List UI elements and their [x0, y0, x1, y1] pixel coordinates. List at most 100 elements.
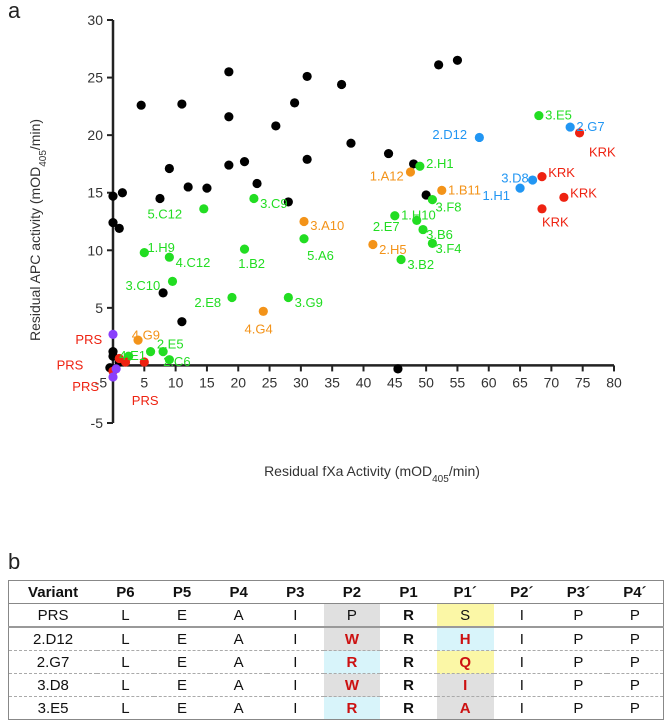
header-p3-prime: P3´ [550, 580, 607, 604]
data-point-blue [527, 175, 538, 185]
point-annotation: 2.E5 [157, 337, 184, 352]
point-annotation: 3.A10 [310, 218, 344, 233]
data-point-green [199, 204, 209, 214]
data-point-unlabeled [108, 191, 118, 201]
data-point-red [574, 128, 585, 138]
data-point-green [415, 161, 425, 171]
y-tick-label: -5 [91, 415, 104, 431]
cell: P [550, 603, 607, 628]
point-annotation: PRS [132, 393, 159, 408]
data-point-blue [565, 122, 575, 132]
data-point-unlabeled [302, 154, 312, 164]
x-tick-label: 35 [324, 374, 340, 390]
data-point-green [412, 215, 422, 225]
data-point-orange [437, 185, 447, 196]
chart-annotations: 3.E5 2.G7 KRK 2.D12 2.H1 1.A12 1.B11 3.D8 KRK 1.H… [57, 107, 616, 408]
table-header-row: Variant P6 P5 P4 P3 P2 P1 P1´ P2´ P3´ P4… [8, 580, 664, 604]
data-point-unlabeled [114, 223, 124, 234]
x-tick-label: 45 [387, 374, 403, 390]
cell: P [606, 650, 664, 674]
cell: I [267, 650, 324, 674]
table-row: 2.D12 L E A I W R H I P P [8, 627, 664, 651]
data-point-unlabeled [202, 183, 212, 193]
data-point-unlabeled [346, 138, 356, 148]
data-point-red [120, 357, 131, 367]
cell: E [153, 696, 211, 720]
table-row: 3.E5 L E A I R R A I P P [8, 696, 664, 720]
cell-variant: 3.E5 [8, 696, 98, 720]
point-annotation: KRK [570, 186, 597, 201]
data-point-green [299, 234, 309, 244]
header-p2-prime: P2´ [493, 580, 551, 604]
data-point-unlabeled [155, 193, 165, 204]
data-point-green [427, 195, 437, 205]
cell: A [210, 650, 267, 674]
data-point-red [139, 357, 149, 367]
cell: A [210, 673, 267, 697]
x-tick-label: 15 [199, 374, 215, 390]
data-point-purple [111, 364, 121, 374]
x-tick-label: 25 [262, 374, 278, 390]
point-annotation: 2.H1 [426, 156, 453, 171]
cell: E [153, 650, 211, 674]
cell-p2: R [323, 696, 381, 720]
cell-variant: 3.D8 [8, 673, 98, 697]
x-tick-label: 40 [356, 374, 372, 390]
cell: P [606, 603, 664, 628]
cell-p1-prime: I [436, 673, 494, 697]
cell: P [550, 627, 607, 651]
cell: L [97, 603, 154, 628]
data-point-unlabeled [224, 112, 234, 122]
data-point-unlabeled [224, 67, 234, 77]
x-tick-label: -5 [95, 374, 108, 390]
data-point-unlabeled [158, 288, 168, 298]
cell: P [606, 673, 664, 697]
header-p3: P3 [267, 580, 324, 604]
scatter-chart: -5 5 10 15 20 25 30 -5 5 10 15 20 25 30 35 40 45 50 55 60 65… [27, 12, 622, 485]
point-annotation: 2.E7 [373, 219, 400, 234]
data-point-green [227, 292, 237, 303]
cell: A [210, 603, 267, 628]
x-tick-label: 75 [575, 374, 591, 390]
cell: I [493, 696, 551, 720]
cell-p1: R [380, 627, 437, 651]
y-tick-label: 25 [87, 70, 103, 86]
point-annotation: 3.D8 [501, 171, 528, 186]
cell: I [267, 603, 324, 628]
cell-variant: PRS [8, 603, 98, 628]
cell: P [550, 673, 607, 697]
header-p4-prime: P4´ [606, 580, 664, 604]
cell-p2: P [323, 603, 381, 628]
x-tick-label: 55 [450, 374, 466, 390]
x-axis-label: Residual fXa Activity (mOD405/min) [264, 463, 480, 485]
data-point-green [249, 193, 259, 204]
data-point-green [418, 224, 428, 235]
point-annotation: 1.B2 [238, 256, 265, 271]
point-annotation: 4.E1 [119, 348, 146, 363]
data-point-unlabeled [177, 99, 187, 109]
x-tick-label: 5 [140, 374, 148, 390]
cell-p1: R [380, 650, 437, 674]
x-axis-label-pre: Residual fXa Activity (mOD [264, 463, 432, 479]
point-annotation: PRS [75, 332, 102, 347]
data-point-unlabeled [117, 188, 127, 198]
point-annotation: 3.B2 [407, 257, 434, 272]
data-point-orange [405, 167, 416, 177]
data-point-unlabeled [183, 182, 193, 192]
data-point-green [534, 110, 544, 121]
y-tick-label: 5 [95, 300, 103, 316]
point-annotation: 3.F8 [436, 200, 462, 215]
header-p6: P6 [97, 580, 154, 604]
point-annotation: 3.C9 [260, 196, 287, 211]
point-annotation: 1.H1 [482, 188, 509, 203]
data-point-orange [299, 216, 309, 227]
data-point-blue [515, 183, 525, 193]
data-point-unlabeled [393, 364, 403, 374]
y-tick-label: 30 [87, 12, 103, 28]
panel-label-a: a [8, 0, 21, 23]
data-point-green [167, 276, 178, 286]
cell: L [97, 696, 154, 720]
cell-variant: 2.D12 [8, 627, 98, 651]
point-annotation: 2.D12 [432, 127, 467, 142]
cell: E [153, 673, 211, 697]
